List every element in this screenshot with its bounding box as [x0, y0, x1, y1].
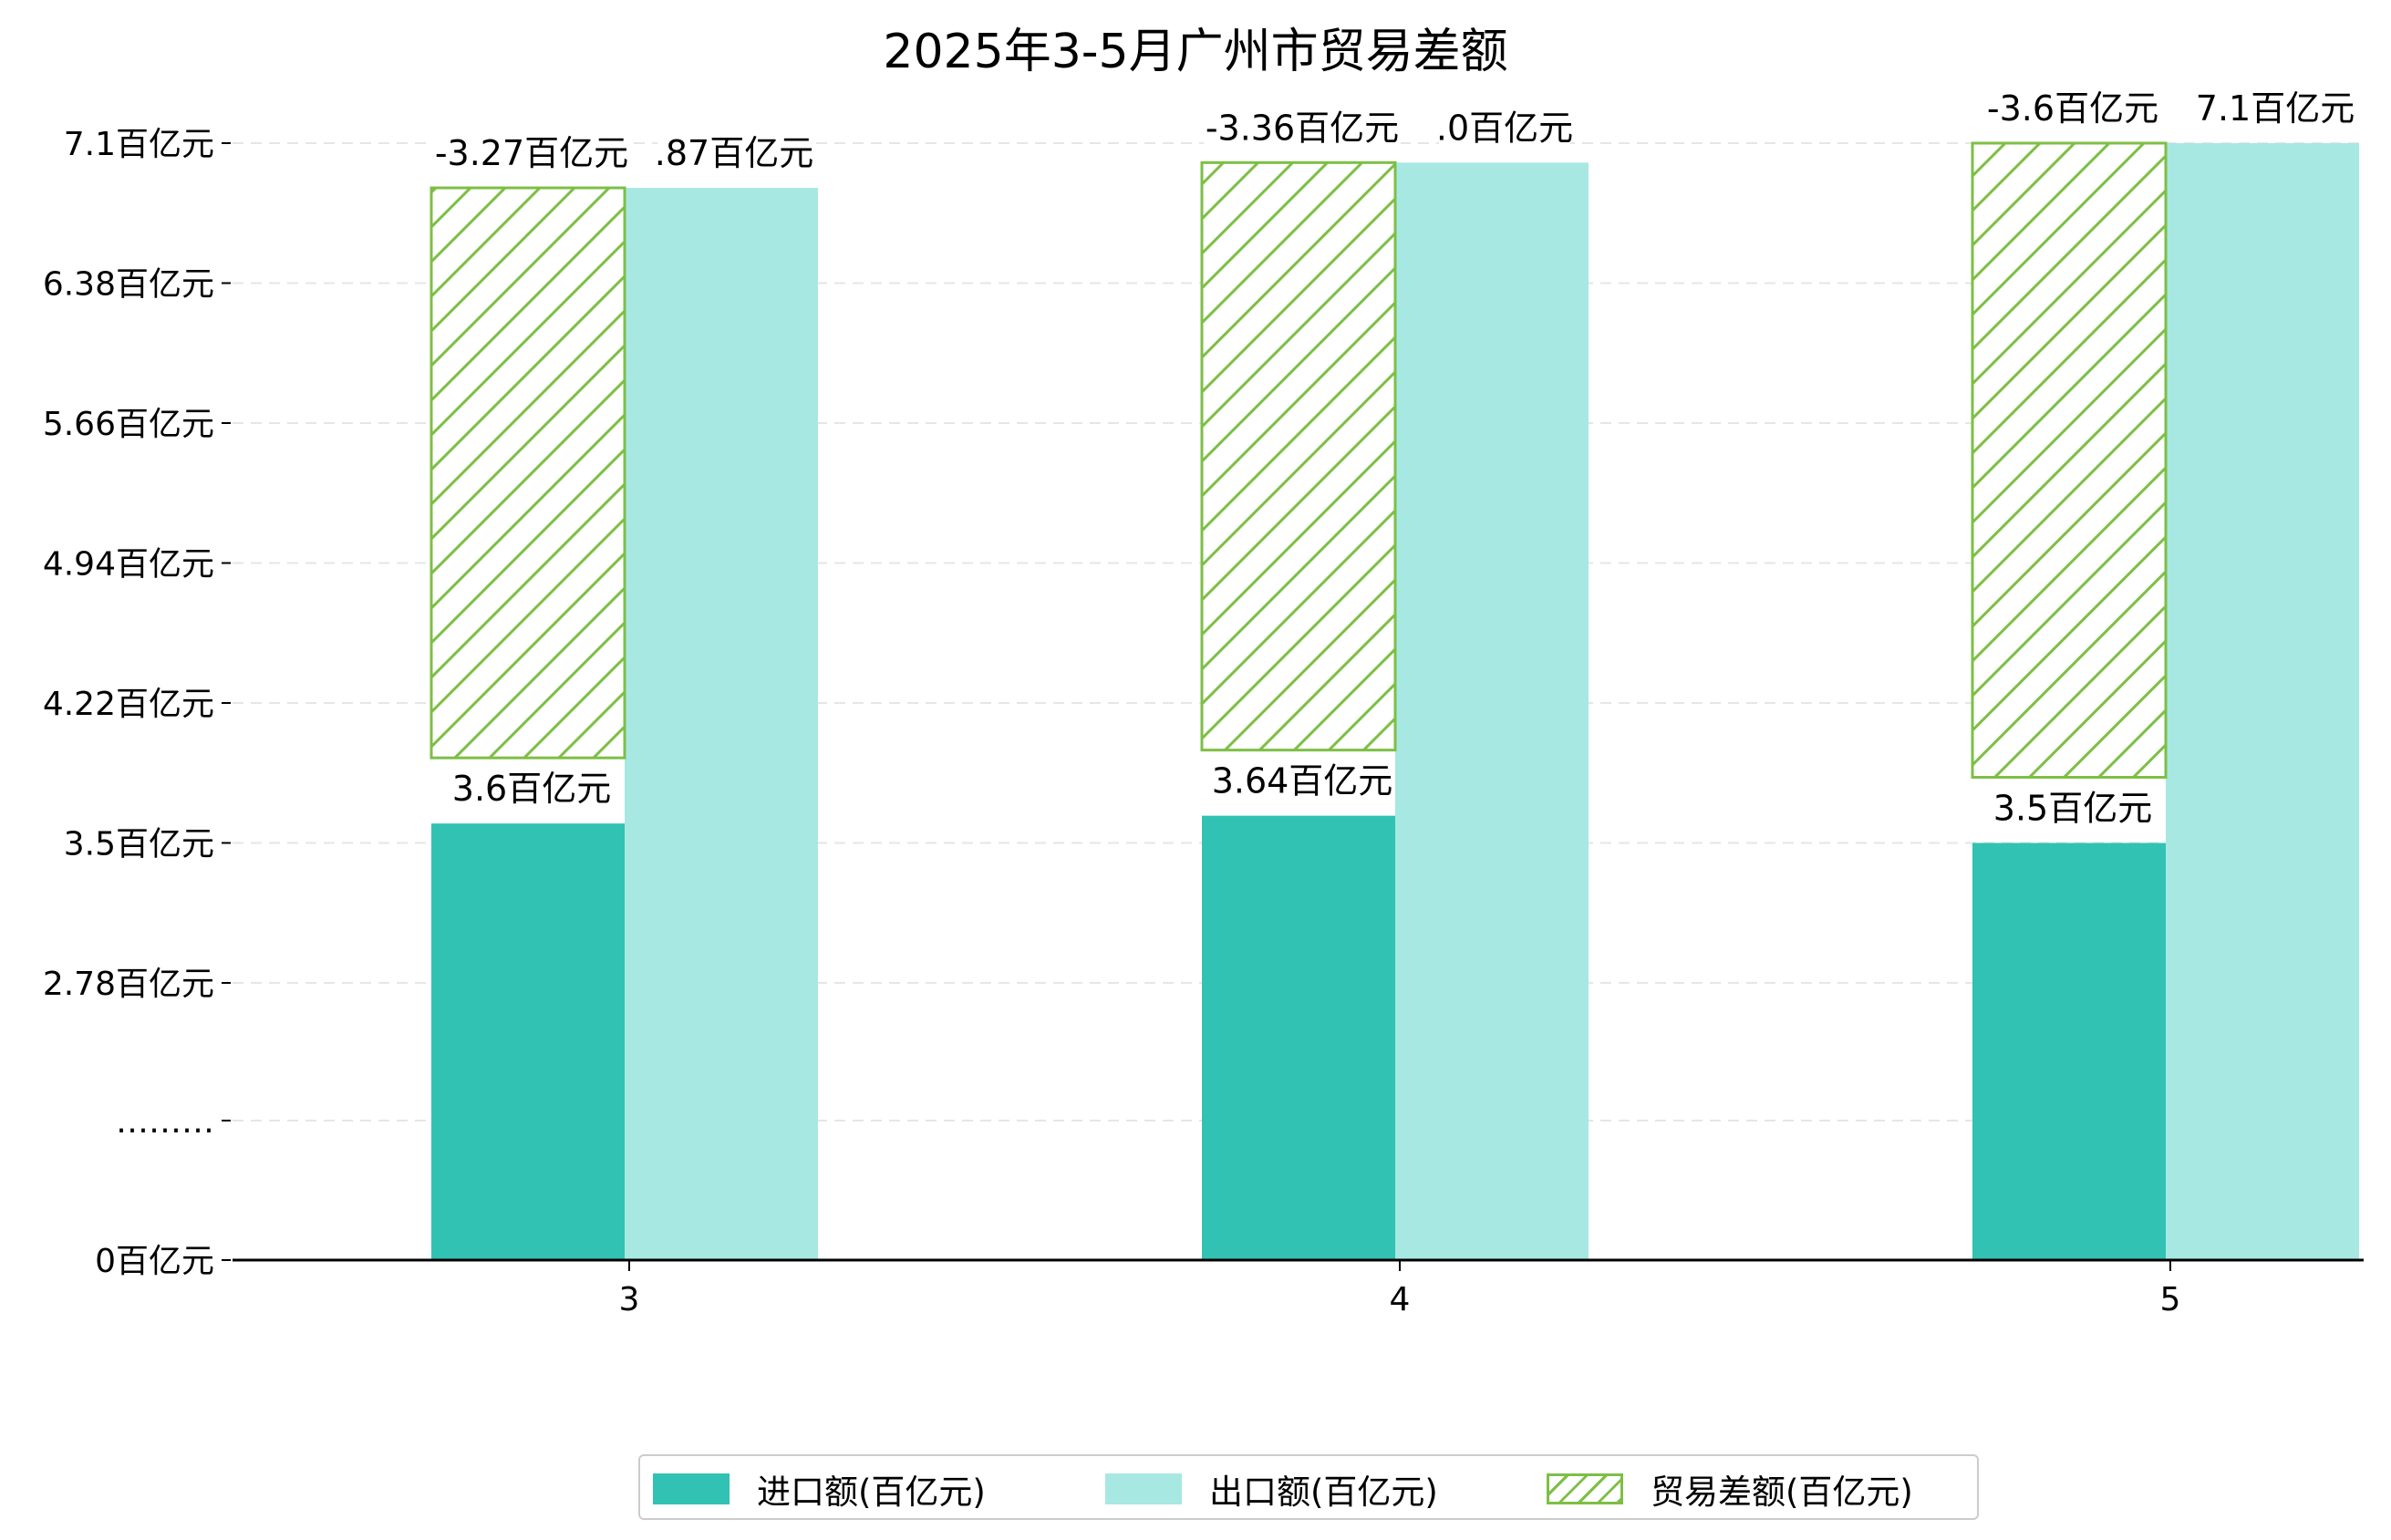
- data-label-balance: -3.36百亿元: [1206, 108, 1399, 148]
- legend-label-export: 出口额(百亿元): [1209, 1473, 1438, 1512]
- x-tick-label: 3: [619, 1281, 640, 1318]
- bar-export: [625, 188, 818, 1261]
- y-tick-label: ………: [116, 1103, 214, 1141]
- data-label-balance-box: [433, 129, 630, 182]
- bar-import: [431, 823, 625, 1260]
- legend-swatch-balance: [1547, 1473, 1623, 1504]
- bar-export: [2166, 143, 2359, 1260]
- data-label-export: .87百亿元: [655, 133, 813, 173]
- legend-item-export: 出口额(百亿元): [1105, 1456, 1438, 1522]
- x-tick-label: 5: [2160, 1281, 2181, 1318]
- chart-title: 2025年3-5月广州市贸易差额: [883, 25, 1508, 79]
- data-label-export-box: [1439, 103, 1570, 157]
- data-label-export-box: [2199, 84, 2352, 137]
- data-label-balance-box: [1204, 103, 1401, 157]
- data-label-export-box: [657, 129, 811, 182]
- bar-import: [1202, 815, 1395, 1260]
- y-tick-label: 4.94百亿元: [43, 546, 214, 584]
- data-label-export: .0百亿元: [1436, 108, 1573, 148]
- bar-import: [1972, 842, 2166, 1260]
- y-tick-label: 7.1百亿元: [64, 126, 214, 163]
- data-label-import-box: [1996, 783, 2149, 837]
- y-tick-label: 6.38百亿元: [43, 266, 214, 304]
- legend-label-import: 进口额(百亿元): [757, 1473, 986, 1512]
- bar-balance: [1971, 141, 2168, 779]
- data-label-balance: -3.27百亿元: [435, 133, 628, 173]
- y-tick-label: 0百亿元: [95, 1243, 214, 1280]
- data-label-import: 3.64百亿元: [1212, 761, 1393, 801]
- data-label-import: 3.5百亿元: [1993, 789, 2152, 829]
- legend-label-balance: 贸易差额(百亿元): [1651, 1473, 1913, 1512]
- y-tick-label: 4.22百亿元: [43, 686, 214, 723]
- legend-item-import: 进口额(百亿元): [653, 1456, 986, 1522]
- data-label-balance: -3.6百亿元: [1987, 88, 2158, 129]
- data-label-balance-box: [1985, 84, 2160, 137]
- bar-balance: [430, 186, 626, 760]
- legend-item-balance: 贸易差额(百亿元): [1547, 1456, 1913, 1522]
- legend-swatch-export: [1105, 1473, 1182, 1504]
- legend-swatch-import: [653, 1473, 730, 1504]
- x-tick-label: 4: [1390, 1281, 1411, 1318]
- y-tick-label: 2.78百亿元: [43, 966, 214, 1003]
- y-tick-label: 5.66百亿元: [43, 406, 214, 443]
- data-label-import-box: [455, 764, 608, 818]
- y-tick-label: 3.5百亿元: [64, 826, 214, 863]
- bar-balance: [1200, 160, 1397, 752]
- bar-export: [1395, 162, 1589, 1260]
- data-label-import-box: [1215, 756, 1390, 810]
- data-label-export: 7.1百亿元: [2196, 88, 2355, 129]
- legend: 进口额(百亿元) 出口额(百亿元) 贸易差额(百亿元): [638, 1454, 1979, 1520]
- data-label-import: 3.6百亿元: [452, 769, 611, 809]
